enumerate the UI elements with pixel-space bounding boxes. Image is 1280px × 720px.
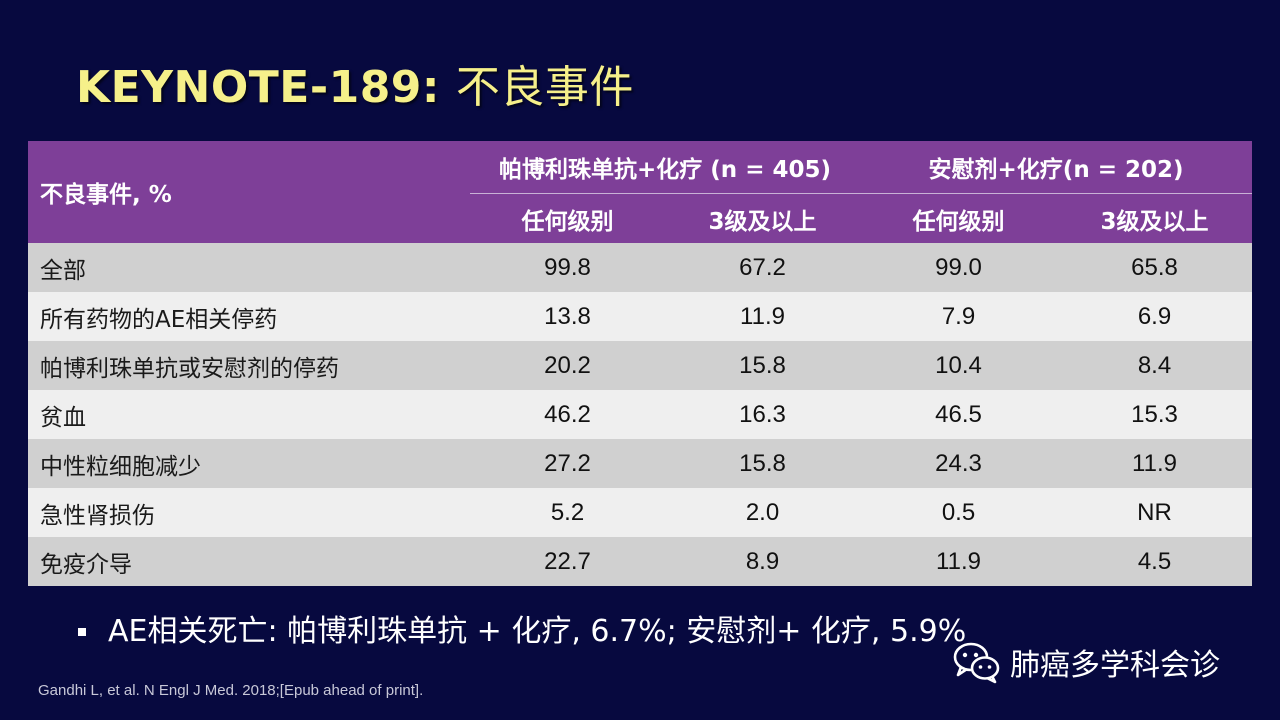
subheader-any-grade: 任何级别 xyxy=(860,193,1058,243)
table-cell: 0.5 xyxy=(860,488,1058,537)
table-cell: 8.9 xyxy=(665,537,861,586)
table-cell: 65.8 xyxy=(1057,243,1253,292)
table-cell: 15.8 xyxy=(665,341,861,390)
wechat-icon xyxy=(953,642,1000,684)
table-cell: 27.2 xyxy=(470,439,665,488)
table-cell: 67.2 xyxy=(665,243,861,292)
table-cell: 8.4 xyxy=(1057,341,1253,390)
table-cell: NR xyxy=(1057,488,1253,537)
table-cell: 5.2 xyxy=(470,488,665,537)
title-english: KEYNOTE-189: xyxy=(76,62,441,113)
bullet-point: AE相关死亡: 帕博利珠单抗 + 化疗, 6.7%; 安慰剂+ 化疗, 5.9% xyxy=(78,609,966,655)
table-cell: 15.8 xyxy=(665,439,861,488)
table-cell: 99.0 xyxy=(860,243,1058,292)
adverse-events-table: 不良事件, % 帕博利珠单抗+化疗 (n = 405) 安慰剂+化疗(n = 2… xyxy=(28,141,1253,586)
table-cell: 11.9 xyxy=(1057,439,1253,488)
table-row: 所有药物的AE相关停药 13.8 11.9 7.9 6.9 xyxy=(28,292,1253,341)
table-cell: 7.9 xyxy=(860,292,1058,341)
table-cell: 99.8 xyxy=(470,243,665,292)
adverse-events-table-container: 不良事件, % 帕博利珠单抗+化疗 (n = 405) 安慰剂+化疗(n = 2… xyxy=(28,141,1253,586)
citation-footnote: Gandhi L, et al. N Engl J Med. 2018;[Epu… xyxy=(38,682,424,699)
table-cell: 4.5 xyxy=(1057,537,1253,586)
table-cell: 22.7 xyxy=(470,537,665,586)
table-row: 急性肾损伤 5.2 2.0 0.5 NR xyxy=(28,488,1253,537)
subheader-grade-3-plus: 3级及以上 xyxy=(665,193,861,243)
table-row: 帕博利珠单抗或安慰剂的停药 20.2 15.8 10.4 8.4 xyxy=(28,341,1253,390)
row-label: 贫血 xyxy=(28,390,470,439)
row-label: 所有药物的AE相关停药 xyxy=(28,292,470,341)
row-label: 帕博利珠单抗或安慰剂的停药 xyxy=(28,341,470,390)
table-row: 全部 99.8 67.2 99.0 65.8 xyxy=(28,243,1253,292)
table-cell: 13.8 xyxy=(470,292,665,341)
group-header-pembrolizumab: 帕博利珠单抗+化疗 (n = 405) xyxy=(470,141,861,194)
subheader-any-grade: 任何级别 xyxy=(470,193,665,243)
table-row: 贫血 46.2 16.3 46.5 15.3 xyxy=(28,390,1253,439)
row-header: 不良事件, % xyxy=(28,141,470,243)
table-cell: 10.4 xyxy=(860,341,1058,390)
table-cell: 11.9 xyxy=(665,292,861,341)
table-cell: 46.5 xyxy=(860,390,1058,439)
watermark-text: 肺癌多学科会诊 xyxy=(1010,648,1220,683)
row-label: 急性肾损伤 xyxy=(28,488,470,537)
table-cell: 6.9 xyxy=(1057,292,1253,341)
table-cell: 15.3 xyxy=(1057,390,1253,439)
table-cell: 24.3 xyxy=(860,439,1058,488)
title-chinese: 不良事件 xyxy=(455,62,634,113)
bullet-square-icon xyxy=(78,628,86,636)
row-label: 全部 xyxy=(28,243,470,292)
slide-title: KEYNOTE-189: 不良事件 xyxy=(76,58,634,118)
table-cell: 46.2 xyxy=(470,390,665,439)
watermark: 肺癌多学科会诊 xyxy=(952,638,1220,686)
table-cell: 2.0 xyxy=(665,488,861,537)
group-header-placebo: 安慰剂+化疗(n = 202) xyxy=(860,141,1253,194)
row-label: 免疫介导 xyxy=(28,537,470,586)
row-label: 中性粒细胞减少 xyxy=(28,439,470,488)
table-row: 免疫介导 22.7 8.9 11.9 4.5 xyxy=(28,537,1253,586)
table-cell: 11.9 xyxy=(860,537,1058,586)
table-cell: 20.2 xyxy=(470,341,665,390)
bullet-text: AE相关死亡: 帕博利珠单抗 + 化疗, 6.7%; 安慰剂+ 化疗, 5.9% xyxy=(108,614,967,649)
table-cell: 16.3 xyxy=(665,390,861,439)
table-row: 中性粒细胞减少 27.2 15.8 24.3 11.9 xyxy=(28,439,1253,488)
subheader-grade-3-plus: 3级及以上 xyxy=(1057,193,1253,243)
